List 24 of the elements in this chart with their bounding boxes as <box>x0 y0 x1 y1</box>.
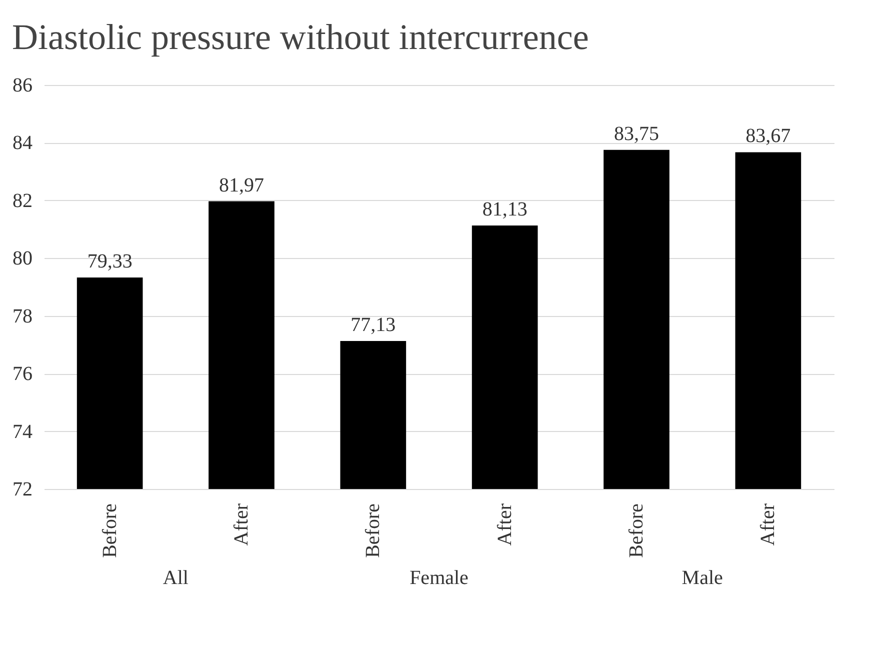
x-tick-label: Before <box>98 503 121 558</box>
x-tick-label: After <box>757 503 780 546</box>
y-tick-label: 80 <box>12 248 32 270</box>
text: Male <box>682 567 724 589</box>
y-tick-label: 84 <box>12 132 32 154</box>
x-tick-label: Before <box>362 503 384 558</box>
y-tick-label: 74 <box>12 420 32 443</box>
data-label: 81,97 <box>219 174 264 196</box>
y-tick-label: 86 <box>12 74 32 96</box>
y-tick-label: 82 <box>12 190 32 212</box>
x-tick-label: After <box>494 503 516 546</box>
y-tick-label: 78 <box>12 305 32 328</box>
x-tick-label: After <box>230 503 252 546</box>
y-tick-label: 76 <box>12 363 32 386</box>
text: All <box>162 567 189 589</box>
data-label: 77,13 <box>350 314 396 336</box>
data-label: 83,75 <box>614 122 659 145</box>
data-label: 81,13 <box>482 198 528 221</box>
chart-title: Diastolic pressure without intercurrence <box>12 17 589 57</box>
data-label: 79,33 <box>87 250 132 272</box>
y-tick-label: 72 <box>12 478 32 500</box>
text: Female <box>410 567 469 589</box>
data-label: 83,67 <box>746 125 791 148</box>
x-tick-label: Before <box>626 503 648 558</box>
